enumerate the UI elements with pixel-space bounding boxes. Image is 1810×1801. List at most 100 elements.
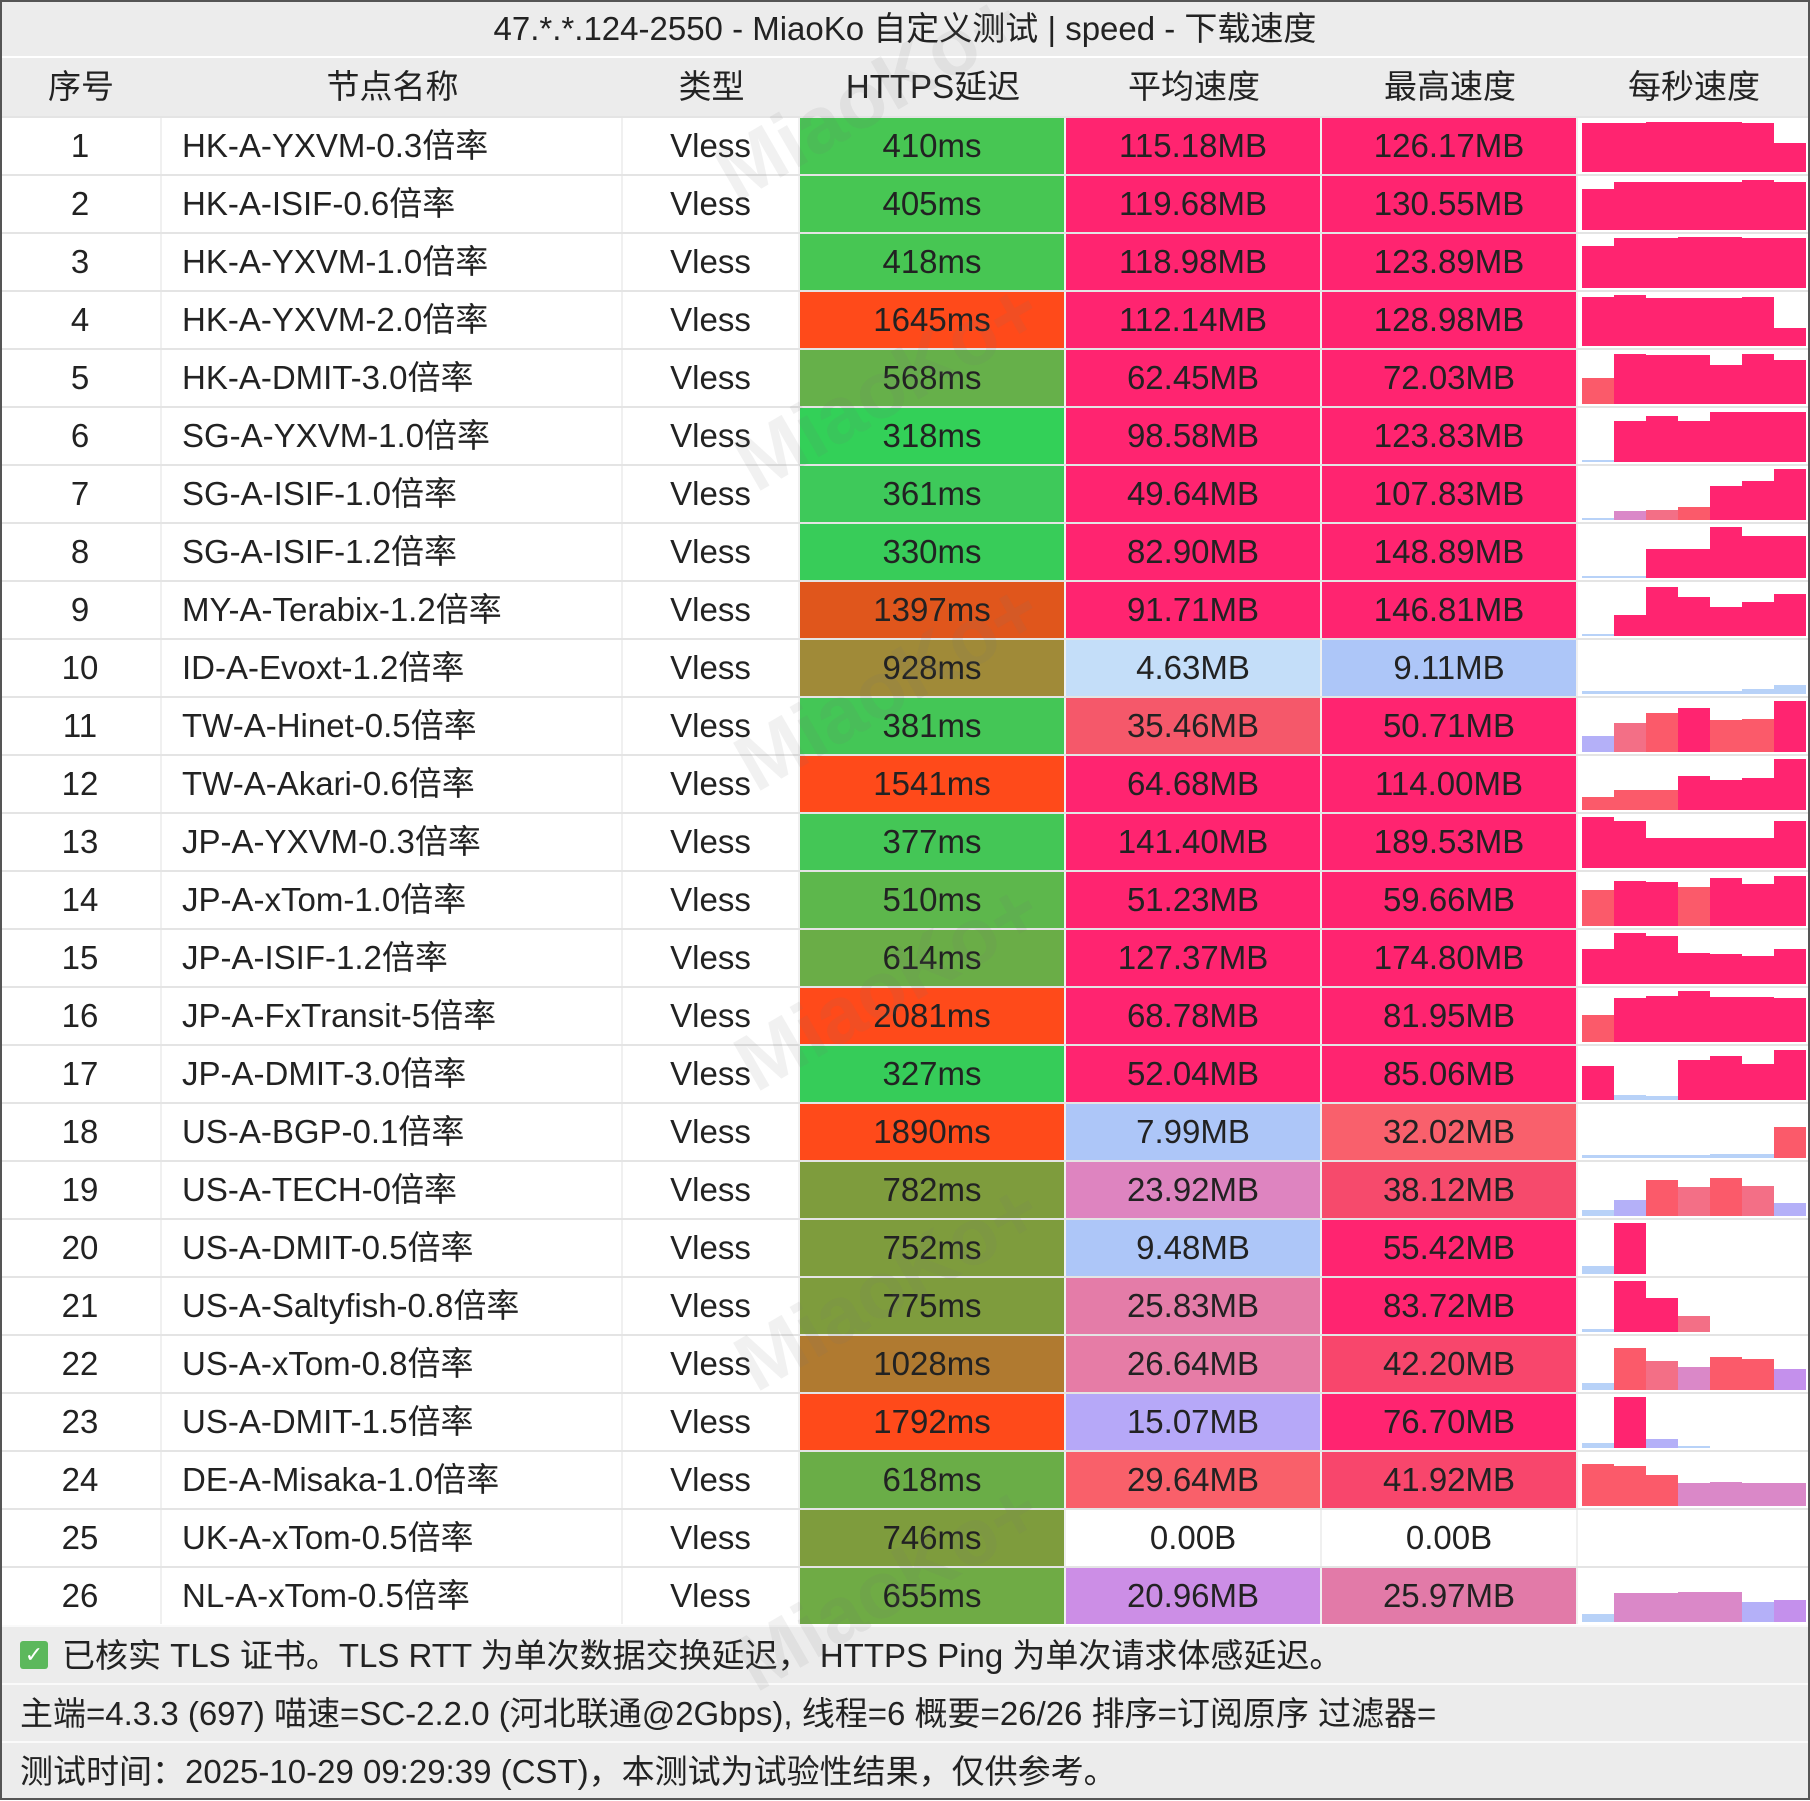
table-row: 26 NL-A-xTom-0.5倍率 Vless 655ms 20.96MB 25.97M…	[0, 1566, 1810, 1624]
speed-bar	[1710, 1357, 1742, 1390]
speed-bar	[1742, 1063, 1774, 1100]
speed-bar	[1678, 1482, 1710, 1506]
header-https-latency: HTTPS延迟	[845, 68, 1021, 105]
speed-bar	[1774, 821, 1806, 868]
avg-speed: 62.45MB	[1066, 350, 1322, 406]
table-row: 12 TW-A-Akari-0.6倍率 Vless 1541ms 64.68MB 114.…	[0, 754, 1810, 812]
table-row: 11 TW-A-Hinet-0.5倍率 Vless 381ms 35.46MB 50.71…	[0, 696, 1810, 754]
https-latency: 752ms	[800, 1220, 1066, 1276]
node-type: Vless	[623, 292, 800, 348]
speed-bar	[1774, 948, 1806, 984]
speed-bar	[1646, 1474, 1678, 1506]
node-name: MY-A-Terabix-1.2倍率	[162, 582, 623, 638]
header-per-second-speed: 每秒速度	[1628, 68, 1760, 105]
per-second-speed-chart	[1578, 698, 1810, 754]
speed-bar	[1742, 481, 1774, 520]
avg-speed: 9.48MB	[1066, 1220, 1322, 1276]
avg-speed: 49.64MB	[1066, 466, 1322, 522]
speed-bar	[1646, 1179, 1678, 1216]
table-row: 22 US-A-xTom-0.8倍率 Vless 1028ms 26.64MB 42.20…	[0, 1334, 1810, 1392]
max-speed: 81.95MB	[1322, 988, 1578, 1044]
per-second-speed-chart	[1578, 1104, 1810, 1160]
max-speed: 41.92MB	[1322, 1452, 1578, 1508]
speed-bar	[1582, 296, 1614, 346]
speed-bar	[1614, 615, 1646, 636]
avg-speed: 64.68MB	[1066, 756, 1322, 812]
node-type: Vless	[623, 1568, 800, 1624]
per-second-speed-chart	[1578, 582, 1810, 638]
speed-bar	[1742, 1358, 1774, 1390]
speed-bar	[1710, 237, 1742, 288]
speed-bar	[1582, 122, 1614, 172]
speed-bar	[1614, 821, 1646, 868]
max-speed: 42.20MB	[1322, 1336, 1578, 1392]
speed-bar	[1710, 953, 1742, 984]
speed-bar	[1678, 691, 1710, 694]
speed-bar	[1774, 359, 1806, 404]
speed-bar	[1710, 411, 1742, 462]
speed-bar	[1742, 296, 1774, 346]
speed-bar	[1646, 881, 1678, 926]
speed-bar	[1774, 1126, 1806, 1158]
speed-bar	[1582, 1329, 1614, 1332]
avg-speed: 82.90MB	[1066, 524, 1322, 580]
speed-bar	[1774, 1482, 1806, 1506]
speed-bar	[1678, 597, 1710, 636]
speed-bar	[1678, 1316, 1710, 1332]
speed-bar	[1614, 880, 1646, 926]
speed-bar	[1774, 182, 1806, 230]
node-name: SG-A-ISIF-1.2倍率	[162, 524, 623, 580]
speed-bar	[1742, 1602, 1774, 1622]
max-speed: 128.98MB	[1322, 292, 1578, 348]
max-speed: 146.81MB	[1322, 582, 1578, 638]
speed-bar	[1742, 884, 1774, 926]
speed-bar	[1614, 1094, 1646, 1100]
https-latency: 746ms	[800, 1510, 1066, 1566]
https-latency: 418ms	[800, 234, 1066, 290]
per-second-speed-chart	[1578, 872, 1810, 928]
https-latency: 510ms	[800, 872, 1066, 928]
table-row: 4 HK-A-YXVM-2.0倍率 Vless 1645ms 112.14MB 128.9…	[0, 290, 1810, 348]
per-second-speed-chart	[1578, 930, 1810, 986]
speed-bar	[1774, 536, 1806, 578]
speed-bar	[1582, 575, 1614, 578]
speed-bar	[1646, 1593, 1678, 1622]
speed-bar	[1742, 956, 1774, 984]
node-name: NL-A-xTom-0.5倍率	[162, 1568, 623, 1624]
avg-speed: 51.23MB	[1066, 872, 1322, 928]
https-latency: 568ms	[800, 350, 1066, 406]
avg-speed: 0.00B	[1066, 1510, 1322, 1566]
speed-bar	[1742, 838, 1774, 868]
per-second-speed-chart	[1578, 292, 1810, 348]
speed-bar	[1614, 690, 1646, 694]
speed-bar	[1774, 327, 1806, 346]
speed-bar	[1710, 779, 1742, 810]
speed-bar	[1582, 1014, 1614, 1042]
table-row: 6 SG-A-YXVM-1.0倍率 Vless 318ms 98.58MB 123.83M…	[0, 406, 1810, 464]
speed-bar	[1742, 237, 1774, 288]
avg-speed: 26.64MB	[1066, 1336, 1322, 1392]
speed-bar	[1582, 1382, 1614, 1390]
speed-bar	[1678, 887, 1710, 926]
speed-bar	[1646, 996, 1678, 1042]
speed-bar	[1678, 1154, 1710, 1158]
per-second-speed-chart	[1578, 408, 1810, 464]
per-second-speed-chart	[1578, 118, 1810, 174]
speed-bar	[1646, 1438, 1678, 1448]
node-name: HK-A-ISIF-0.6倍率	[162, 176, 623, 232]
speed-bar	[1582, 889, 1614, 926]
avg-speed: 35.46MB	[1066, 698, 1322, 754]
per-second-speed-chart	[1578, 1046, 1810, 1102]
https-latency: 2081ms	[800, 988, 1066, 1044]
speed-bar	[1710, 1154, 1742, 1158]
speed-bar	[1582, 1464, 1614, 1506]
speed-bar	[1646, 790, 1678, 810]
speed-bar	[1582, 378, 1614, 404]
row-index: 21	[0, 1278, 162, 1334]
node-type: Vless	[623, 466, 800, 522]
row-index: 25	[0, 1510, 162, 1566]
https-latency: 618ms	[800, 1452, 1066, 1508]
max-speed: 9.11MB	[1322, 640, 1578, 696]
speed-bar	[1710, 1055, 1742, 1100]
https-latency: 405ms	[800, 176, 1066, 232]
